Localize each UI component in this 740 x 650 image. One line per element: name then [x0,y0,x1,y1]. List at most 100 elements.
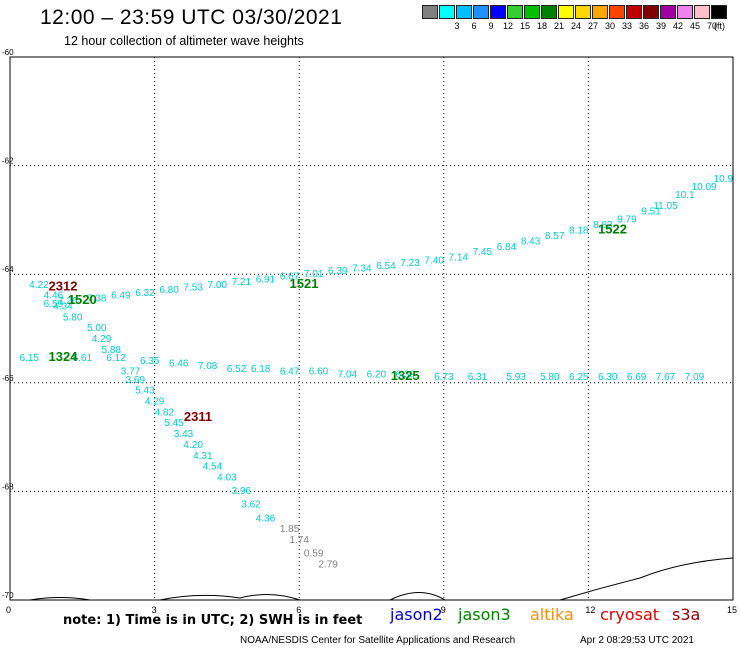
wave-height-point: 6.46 [169,359,189,370]
track-id-label: 1325 [391,368,420,383]
legend-swatch [660,5,676,19]
wave-height-point: 5.00 [87,323,107,334]
wave-height-point: 7.04 [338,369,358,380]
wave-height-point: 6.69 [627,372,647,383]
legend-swatch [524,5,540,19]
legend-label: 27 [587,21,598,31]
legend-label: 36 [638,21,649,31]
legend-swatch [575,5,591,19]
wave-height-point: 8.57 [545,231,565,242]
wave-height-point: 8.43 [521,236,541,247]
legend-swatch [711,5,727,19]
y-tick-label: -68 [2,482,14,491]
wave-height-point: 7.40 [424,255,444,266]
y-tick-label: -64 [2,265,14,274]
wave-height-point: 6.67 [280,272,300,283]
wave-height-point: 5.93 [506,372,526,383]
legend-swatch [626,5,642,19]
wave-height-point: 7.53 [183,282,203,293]
wave-height-point: 6.54 [376,261,396,272]
track-id-label: 1522 [598,221,627,236]
wave-height-point: 3.62 [241,500,261,511]
chart-subtitle: 12 hour collection of altimeter wave hei… [64,34,304,48]
wave-height-point: 6.61 [73,353,93,364]
satellite-label-jason2: jason2 [390,605,443,624]
legend-swatch [694,5,710,19]
legend-label: 18 [536,21,547,31]
legend-label: 39 [655,21,666,31]
wave-height-point: 4.20 [183,440,203,451]
legend-label: 6 [471,21,477,31]
wave-height-point: 7.21 [232,277,252,288]
wave-height-point: 6.49 [111,291,131,302]
x-tick-label: 15 [727,605,737,615]
wave-height-point: 6.60 [309,367,329,378]
wave-height-point: 10.09 [692,182,717,193]
wave-height-point: 7.23 [400,258,420,269]
wave-height-point: 1.74 [289,535,309,546]
wave-height-point: 5.80 [540,372,560,383]
legend-swatch [422,5,438,19]
wave-height-point: 6.84 [497,242,517,253]
x-tick-label: 9 [441,605,446,615]
wave-height-point: 6.80 [159,285,179,296]
wave-height-point: 0.59 [304,549,324,560]
wave-height-point: 7.01 [304,269,324,280]
wave-height-point: 6.73 [434,372,454,383]
wave-height-point: 6.12 [106,353,126,364]
legend-swatch [541,5,557,19]
wave-height-point: 10.1 [675,190,695,201]
wave-height-point: 4.46 [44,291,64,302]
x-tick-label: 12 [585,605,595,615]
coastline [29,557,734,601]
wave-height-point: 9.79 [617,215,637,226]
wave-height-point: 7.26 [58,296,78,307]
y-tick-label: -62 [2,157,14,166]
legend-swatch [558,5,574,19]
credit-line: NOAA/NESDIS Center for Satellite Applica… [240,635,516,646]
wave-height-point: 6.91 [256,274,276,285]
wave-height-point: 6.18 [251,364,271,375]
wave-height-point: 7.14 [449,253,469,264]
generated-timestamp: Apr 2 08:29:53 UTC 2021 [580,635,694,646]
wave-height-point: 6.39 [328,266,348,277]
legend-label: 30 [604,21,615,31]
wave-height-point: 7.45 [473,247,493,258]
wave-height-point: 7.08 [198,361,218,372]
track-id-label: 2312 [49,278,78,293]
wave-height-point: 3.96 [232,486,252,497]
legend-swatch [677,5,693,19]
y-tick-label: -70 [2,591,14,600]
wave-height-point: 6.47 [280,367,300,378]
wave-height-point: 9.51 [641,206,661,217]
legend-unit-label: (ft) [714,21,725,31]
legend-label: 24 [570,21,581,31]
wave-height-point: 6.15 [20,353,40,364]
wave-height-point: 11.05 [653,201,678,212]
wave-height-point: 7.00 [208,280,228,291]
legend-swatch [592,5,608,19]
legend-label: 45 [689,21,700,31]
wave-height-point: 6.32 [135,288,155,299]
legend-label: 15 [519,21,530,31]
x-tick-label: 6 [296,605,301,615]
legend-swatch [439,5,455,19]
wave-height-point: 6.31 [468,372,488,383]
chart-title: 12:00 – 23:59 UTC 03/30/2021 [40,6,343,29]
wave-height-point: 6.30 [598,372,618,383]
wave-height-point: 4.82 [155,407,175,418]
track-id-label: 1324 [49,349,79,364]
wave-height-point: 3.69 [126,375,146,386]
wave-height-point: 8.18 [569,225,589,236]
satellite-label-altika: altika [530,605,574,624]
wave-height-point: 8.83 [593,220,613,231]
wave-height-point: 5.88 [101,345,121,356]
legend-swatch [490,5,506,19]
wave-height-point: 7.09 [685,372,705,383]
wave-height-point: 1.85 [280,524,300,535]
y-tick-label: -66 [2,374,14,383]
wave-height-point: 5.80 [63,312,83,323]
wave-height-point: 6.25 [569,372,589,383]
wave-height-point: 6.35 [140,356,160,367]
